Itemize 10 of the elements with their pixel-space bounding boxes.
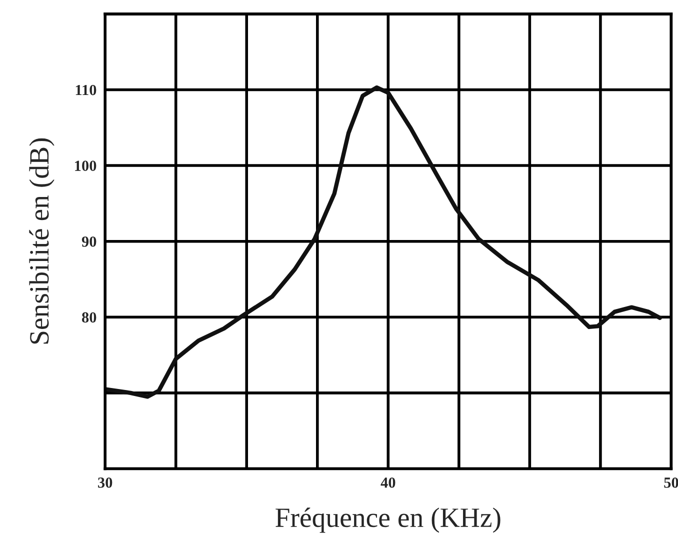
y-tick-label: 90 — [82, 236, 96, 247]
x-tick-label: 50 — [664, 477, 678, 488]
y-axis-title: Sensibilité en (dB) — [29, 138, 54, 344]
y-tick-label: 80 — [82, 312, 96, 323]
x-tick-label: 30 — [98, 477, 112, 488]
x-axis-title: Fréquence en (KHz) — [276, 508, 500, 533]
y-tick-label: 100 — [75, 160, 96, 171]
line-series — [105, 85, 662, 399]
x-tick-label: 40 — [380, 477, 396, 488]
y-tick-label: 110 — [76, 84, 96, 96]
